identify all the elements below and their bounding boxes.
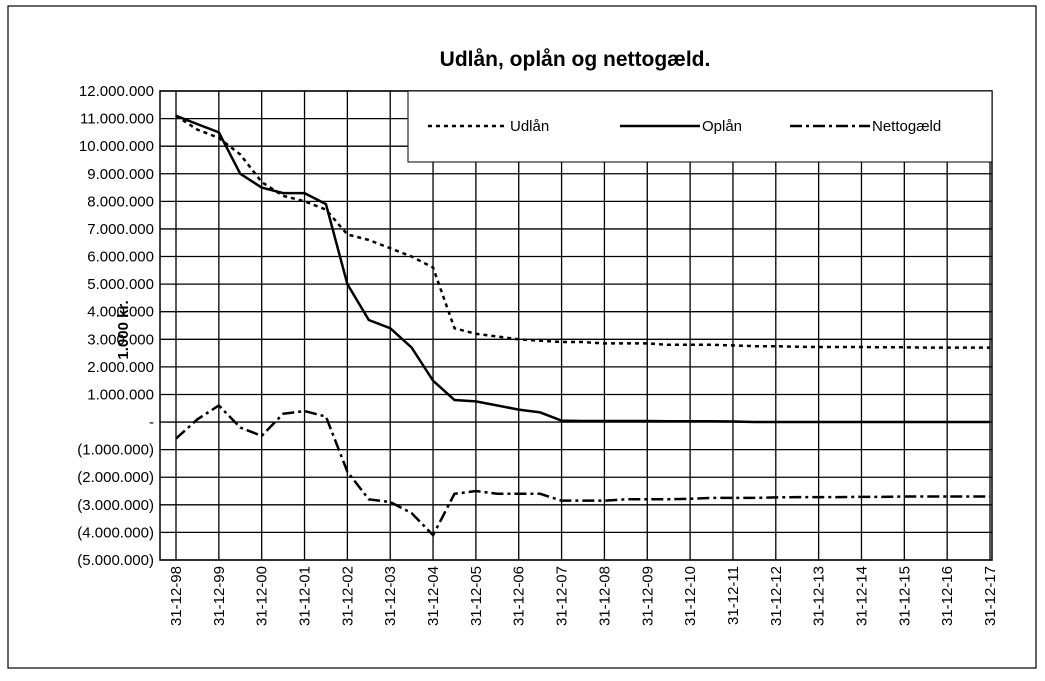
- y-tick-label: 11.000.000: [80, 111, 154, 128]
- x-tick-label: 31-12-00: [254, 566, 271, 626]
- x-tick-label: 31-12-98: [168, 566, 185, 626]
- x-tick-label: 31-12-06: [511, 566, 528, 626]
- chart-title: Udlån, oplån og nettogæld.: [440, 48, 711, 71]
- x-tick-label: 31-12-02: [339, 566, 356, 626]
- x-tick-label: 31-12-01: [297, 566, 314, 626]
- y-tick-label: 1.000.000: [87, 386, 154, 403]
- data-line: [175, 403, 990, 538]
- y-axis-label: 1.000 kr.: [115, 300, 132, 359]
- legend-label: Udlån: [510, 118, 549, 135]
- y-tick-label: (1.000.000): [77, 442, 154, 459]
- y-tick-label: 5.000.000: [87, 276, 154, 293]
- x-tick-label: 31-12-16: [939, 566, 956, 626]
- x-tick-label: 31-12-15: [896, 566, 913, 626]
- y-tick-label: 2.000.000: [87, 359, 154, 376]
- y-tick-label: 6.000.000: [87, 249, 154, 266]
- x-tick-label: 31-12-99: [211, 566, 228, 626]
- y-tick-label: (2.000.000): [77, 469, 154, 486]
- x-tick-label: 31-12-05: [468, 566, 485, 626]
- x-tick-label: 31-12-03: [382, 566, 399, 626]
- y-tick-label: 10.000.000: [79, 138, 154, 155]
- data-line: [175, 114, 990, 349]
- y-tick-label: 4.000.000: [87, 304, 154, 321]
- x-tick-label: 31-12-10: [682, 566, 699, 626]
- y-tick-label: 12.000.000: [79, 83, 154, 100]
- x-tick-label: 31-12-14: [853, 566, 870, 626]
- y-tick-label: 8.000.000: [87, 193, 154, 210]
- y-tick-label: 3.000.000: [87, 331, 154, 348]
- y-tick-label: 9.000.000: [87, 166, 154, 183]
- y-tick-label: (4.000.000): [77, 524, 154, 541]
- x-tick-label: 31-12-13: [811, 566, 828, 626]
- x-tick-label: 31-12-12: [768, 566, 785, 626]
- x-tick-label: 31-12-07: [554, 566, 571, 626]
- data-line: [175, 114, 990, 424]
- y-tick-label: (5.000.000): [77, 552, 154, 569]
- y-tick-label: (3.000.000): [77, 497, 154, 514]
- x-tick-label: 31-12-09: [639, 566, 656, 626]
- plot-area: [159, 90, 993, 561]
- legend-label: Oplån: [702, 118, 742, 135]
- x-tick-label: 31-12-04: [425, 566, 442, 626]
- x-tick-label: 31-12-17: [982, 566, 999, 626]
- y-tick-label: -: [149, 414, 154, 431]
- legend-label: Nettogæld: [872, 118, 941, 135]
- x-tick-label: 31-12-11: [725, 566, 742, 625]
- x-tick-label: 31-12-08: [596, 566, 613, 626]
- y-tick-label: 7.000.000: [87, 221, 154, 238]
